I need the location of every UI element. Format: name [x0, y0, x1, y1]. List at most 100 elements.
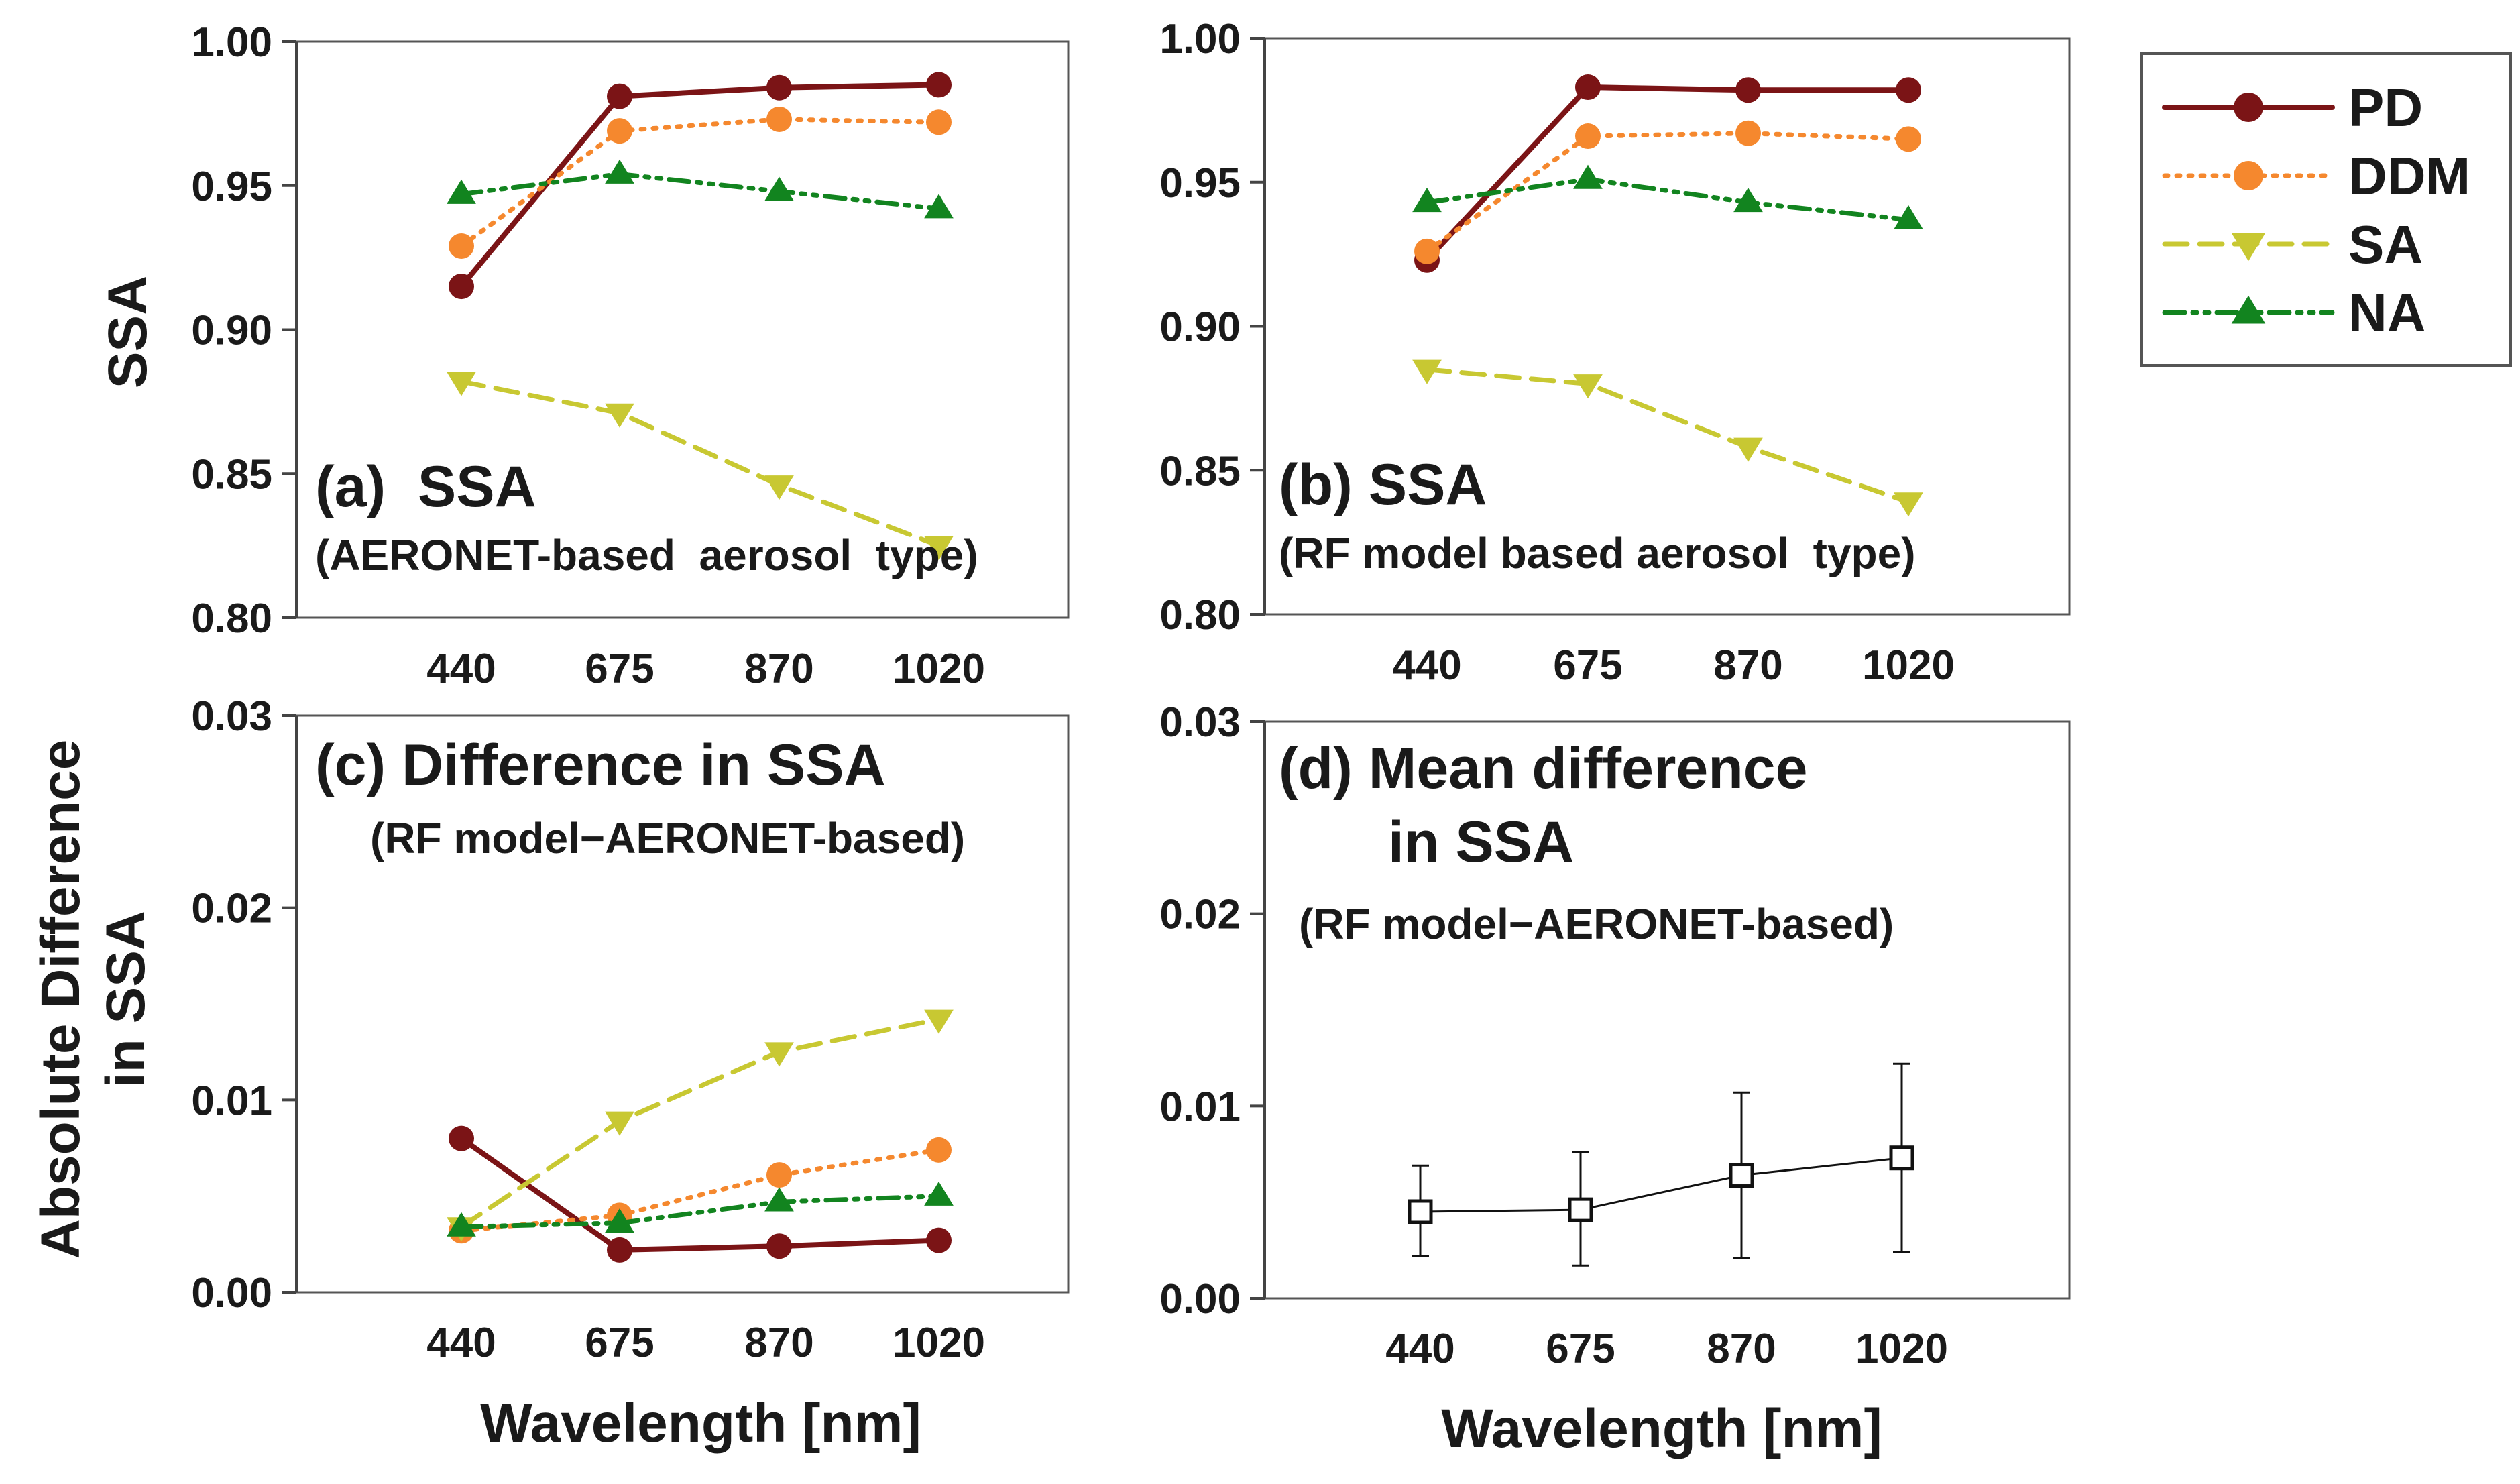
panel-b-ytick-label-0: 0.80	[1159, 592, 1241, 638]
legend-label-ddm: DDM	[2348, 146, 2470, 206]
panel-c-frame	[295, 714, 1070, 1294]
panel-a-xtick-label-0: 440	[426, 646, 496, 692]
panel-b-xtick-label-1: 675	[1553, 642, 1622, 689]
panel-b-point-sa-3	[1894, 492, 1923, 517]
panel-d-xticks: 440 675 870 1020	[1385, 1326, 1948, 1372]
panel-c-point-sa-3	[924, 1009, 954, 1034]
panel-d-ytick-label-0: 0.00	[1159, 1276, 1241, 1322]
panel-c-ytick-label-2: 0.02	[191, 886, 272, 932]
panel-c-xtick-label-0: 440	[426, 1320, 496, 1366]
panel-c-point-sa-1	[605, 1111, 634, 1136]
panel-c-ytick-label-1: 0.01	[191, 1078, 272, 1124]
panel-d-title-line1: (d) Mean difference	[1279, 736, 1807, 801]
panel-d-subtitle: (RF model−AERONET-based)	[1299, 900, 1894, 948]
panel-a-point-pd-0	[449, 274, 474, 300]
panel-b-point-na-1	[1573, 164, 1603, 189]
panel-b-point-na-0	[1412, 187, 1442, 213]
panel-d-point-mean-2	[1729, 1163, 1754, 1188]
panel-a-point-sa-2	[764, 475, 794, 500]
xlabel-left: Wavelength [nm]	[480, 1393, 921, 1454]
panel-c-point-na-0	[447, 1212, 476, 1237]
panel-a-subtitle: (AERONET-based aerosol type)	[315, 531, 978, 579]
panel-d: 0.00 0.01 0.02 0.03 440 675 870 1020 (d) Mean …	[1159, 699, 2071, 1372]
panel-d-point-mean-3	[1889, 1145, 1914, 1171]
panel-a-point-na-2	[764, 176, 794, 201]
panel-d-ytick-label-1: 0.01	[1159, 1084, 1241, 1130]
panel-a-point-ddm-3	[926, 109, 952, 135]
legend-marker-pd	[2234, 93, 2263, 122]
legend-label-pd: PD	[2348, 78, 2423, 137]
panel-d-xtick-label-2: 870	[1707, 1326, 1776, 1372]
panel-c-point-pd-0	[449, 1125, 474, 1151]
legend-label-na: NA	[2348, 283, 2426, 343]
panel-a-point-pd-1	[607, 83, 632, 109]
panel-d-line-mean	[1420, 1157, 1902, 1213]
panel-a-ytick-label-0: 0.80	[191, 595, 272, 642]
panel-a-xtick-label-1: 675	[585, 646, 654, 692]
panel-d-yticks: 0.00 0.01 0.02 0.03	[1159, 699, 1265, 1322]
panel-c-point-pd-3	[926, 1227, 952, 1253]
panel-c-xtick-label-1: 675	[585, 1320, 654, 1366]
panel-a-ytick-label-1: 0.85	[191, 451, 272, 498]
legend-marker-sa	[2231, 233, 2266, 262]
panel-c-series	[447, 1009, 954, 1263]
panel-b-line-pd	[1424, 84, 1911, 263]
legend-label-sa: SA	[2348, 215, 2423, 274]
legend-box	[2140, 52, 2512, 367]
panel-c-ytick-label-3: 0.03	[191, 693, 272, 740]
panel-c-point-pd-1	[607, 1237, 632, 1263]
panel-a-point-na-0	[447, 179, 476, 204]
panel-a-point-ddm-1	[607, 118, 632, 144]
panel-b-line-na	[1424, 176, 1911, 223]
panel-b-xtick-label-3: 1020	[1862, 642, 1955, 689]
panel-c-title: (c) Difference in SSA	[315, 733, 886, 797]
panel-a-point-sa-1	[605, 403, 634, 428]
panel-a-xticks: 440 675 870 1020	[426, 646, 985, 692]
legend: PD DDM SA NA	[2140, 52, 2512, 367]
ylabel-bottom-line1: Absolute Difference	[30, 740, 91, 1259]
panel-b-subtitle: (RF model based aerosol type)	[1279, 529, 1916, 577]
panel-a-xtick-label-3: 1020	[893, 646, 985, 692]
panel-b-ytick-label-4: 1.00	[1159, 16, 1241, 62]
panel-a-point-sa-3	[924, 536, 954, 561]
panel-c-point-na-3	[924, 1181, 954, 1206]
panel-c-line-na	[459, 1194, 941, 1230]
panel-b-frame	[1263, 37, 2071, 616]
panel-d-ytick-label-3: 0.03	[1159, 699, 1241, 746]
panel-b-line-sa	[1424, 367, 1911, 504]
panel-d-point-mean-0	[1408, 1199, 1433, 1224]
panel-c-point-na-2	[764, 1187, 794, 1212]
panel-c-point-ddm-2	[766, 1162, 792, 1188]
panel-a-line-na	[459, 172, 941, 211]
panel-d-series	[1408, 1062, 1914, 1267]
panel-a: 0.80 0.85 0.90 0.95 1.00 440 675 870 1020 (a) S…	[191, 19, 1070, 692]
legend-marker-ddm	[2234, 161, 2263, 190]
panel-b-point-na-2	[1733, 187, 1763, 213]
panel-c-point-ddm-3	[926, 1137, 952, 1163]
panel-b-ytick-label-2: 0.90	[1159, 304, 1241, 351]
panel-b-point-pd-2	[1735, 77, 1761, 103]
panel-d-xtick-label-1: 675	[1546, 1326, 1615, 1372]
xlabel-right: Wavelength [nm]	[1441, 1398, 1882, 1459]
panel-a-point-na-3	[924, 194, 954, 219]
panel-d-xtick-label-0: 440	[1385, 1326, 1454, 1372]
panel-b: 0.80 0.85 0.90 0.95 1.00 440 675 870 1020 (b) S…	[1159, 16, 2071, 689]
panel-a-point-ddm-2	[766, 106, 792, 132]
panel-b-point-ddm-1	[1575, 123, 1601, 150]
panel-b-point-pd-3	[1896, 77, 1921, 103]
panel-d-frame	[1263, 720, 2071, 1300]
panel-b-point-sa-0	[1412, 359, 1442, 384]
legend-marker-na	[2231, 295, 2266, 324]
panel-b-xticks: 440 675 870 1020	[1392, 642, 1955, 689]
panel-a-point-na-1	[605, 159, 634, 184]
panel-b-title: (b) SSA	[1279, 453, 1487, 517]
panel-b-xtick-label-2: 870	[1713, 642, 1782, 689]
panel-b-point-na-3	[1894, 205, 1923, 229]
panel-c-xtick-label-3: 1020	[893, 1320, 985, 1366]
panel-c-xticks: 440 675 870 1020	[426, 1320, 985, 1366]
panel-b-ytick-label-1: 0.85	[1159, 448, 1241, 494]
panel-c-point-pd-2	[766, 1233, 792, 1259]
panel-b-line-ddm	[1424, 131, 1911, 254]
panel-b-point-ddm-0	[1414, 238, 1440, 264]
